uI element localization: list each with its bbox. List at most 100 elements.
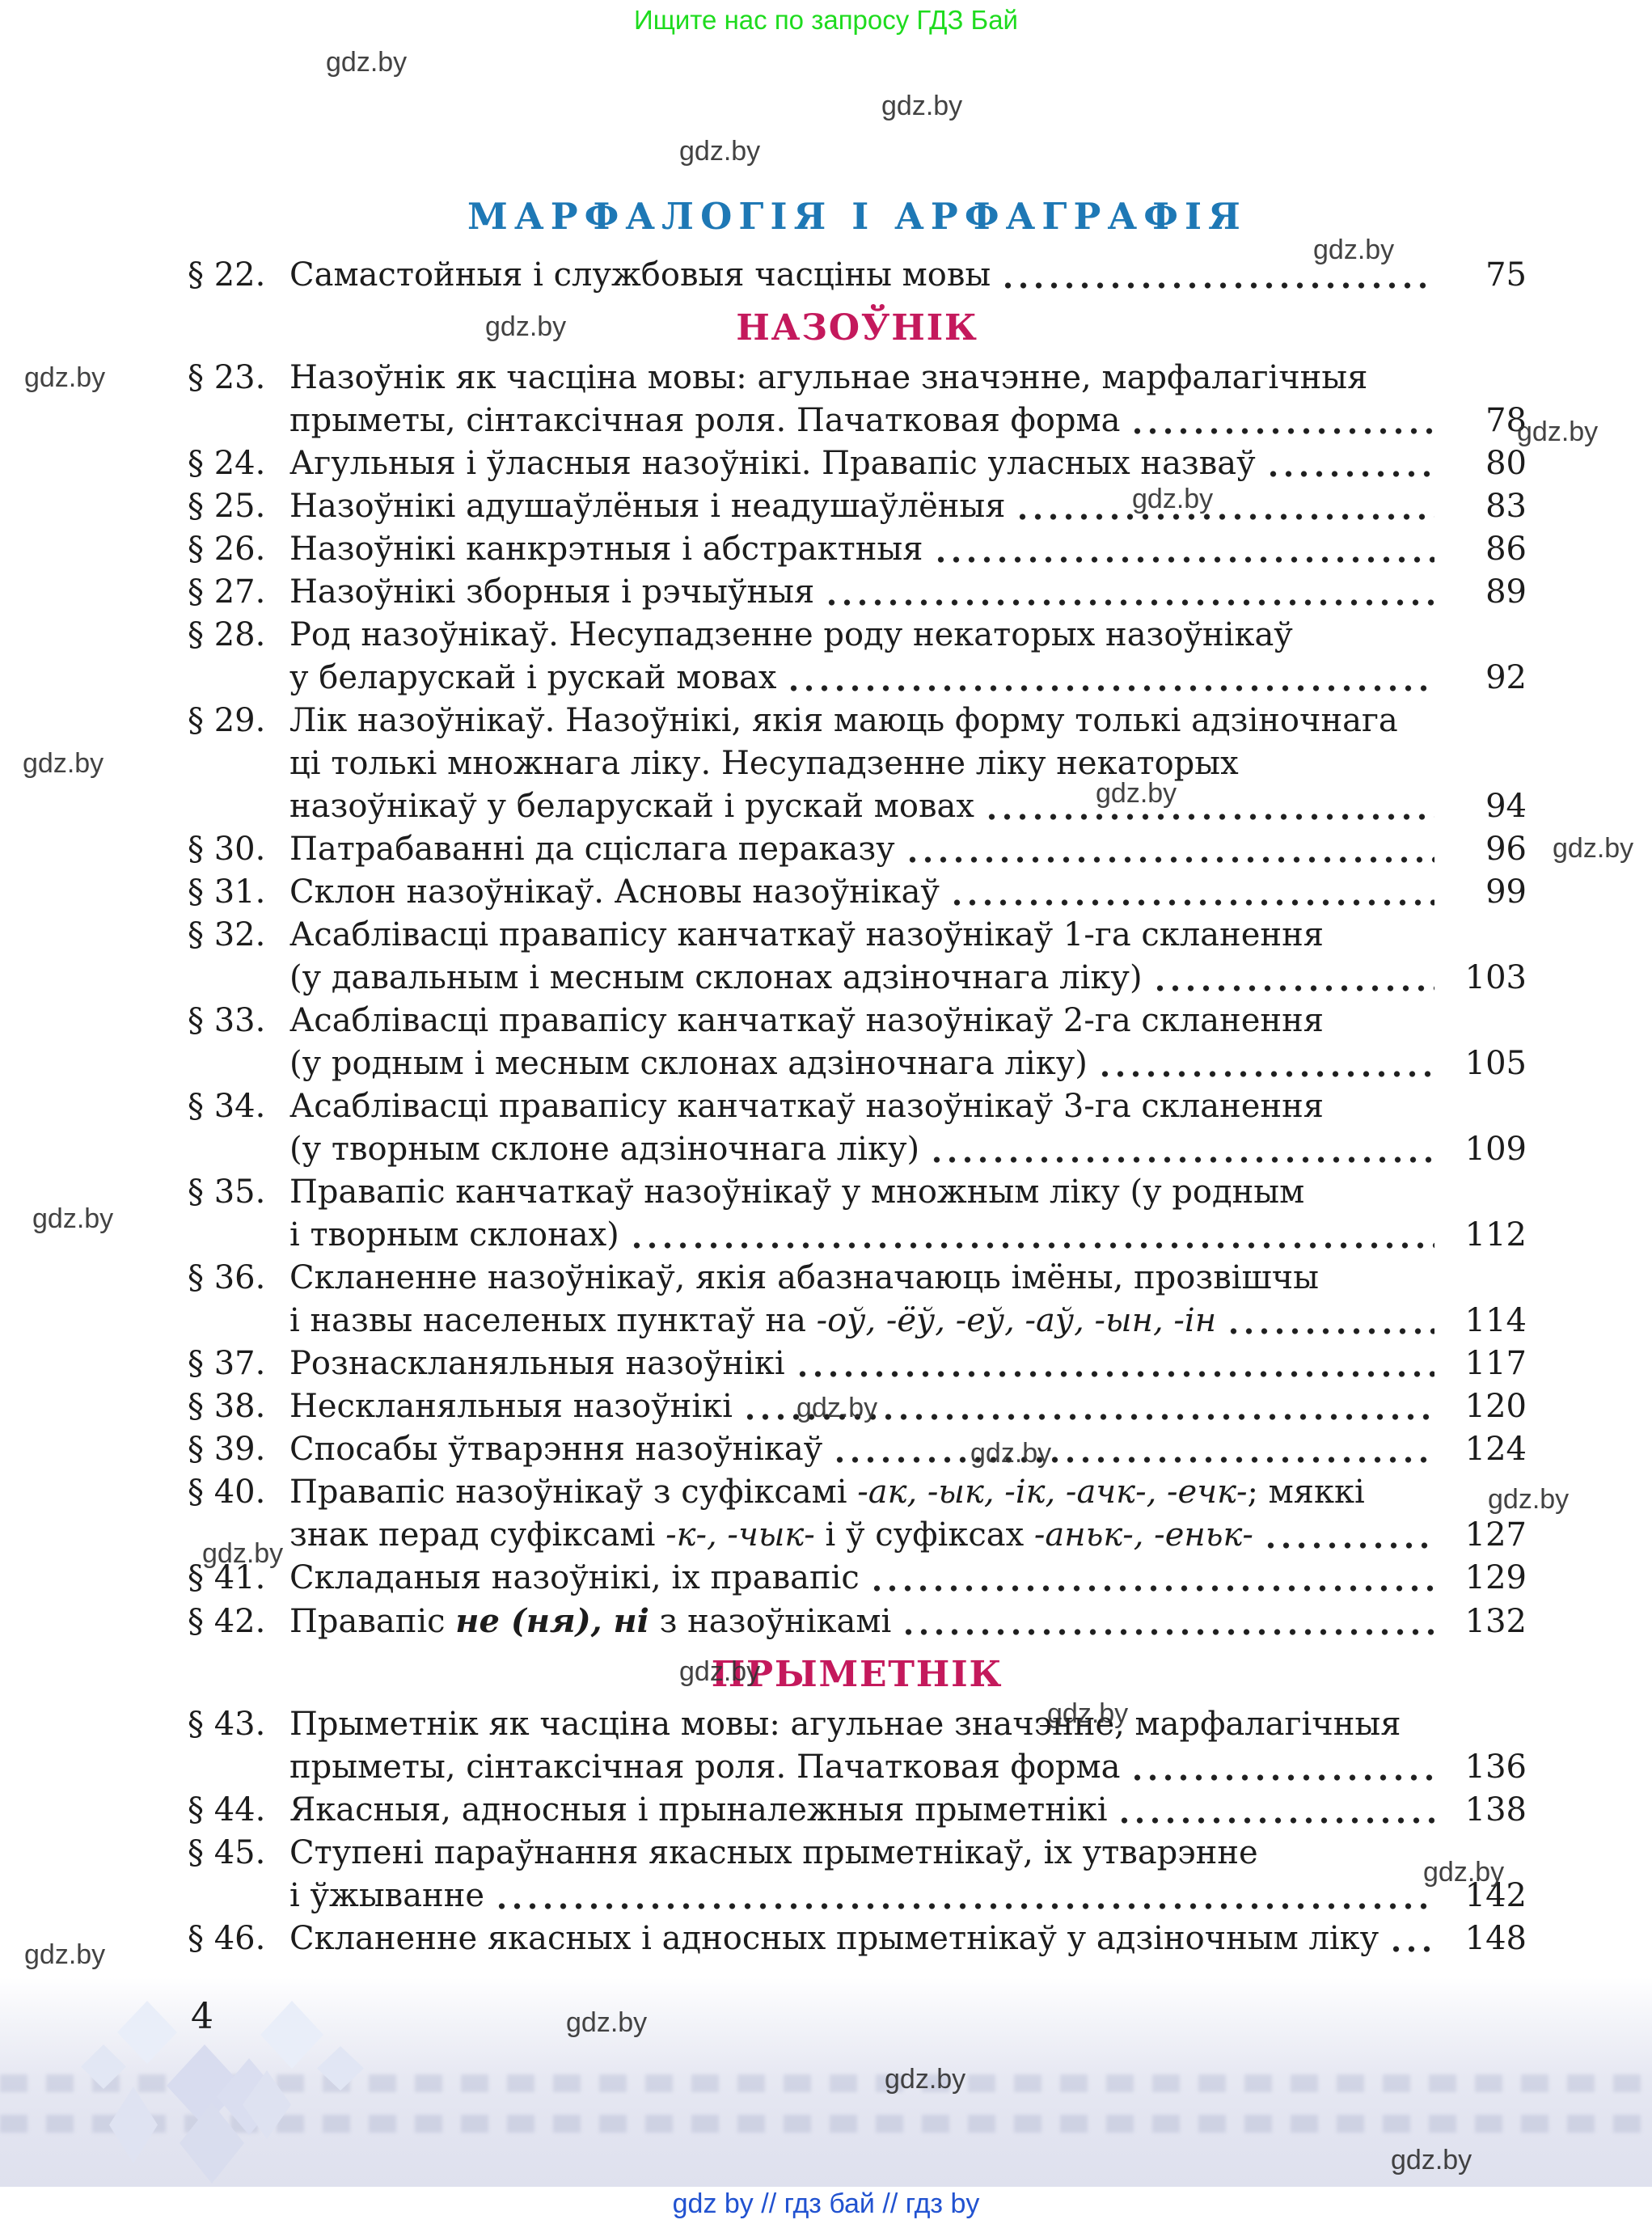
toc-entry-label: § 46. — [188, 1920, 266, 1957]
toc-entry-page: 142 — [1464, 1877, 1527, 1914]
toc-text-segment: Назоўнікі зборныя і рэчыўныя — [289, 573, 815, 611]
toc-entry-text: Склон назоўнікаў. Асновы назоўнікаў — [289, 871, 940, 914]
toc-entry-text: Асаблівасці правапісу канчаткаў назоўнік… — [289, 914, 1324, 957]
toc-text-segment: -ак, -ык, -ік, -ачк-, -ечк- — [857, 1474, 1248, 1511]
toc-entry-text: Рознаскланяльныя назоўнікі — [289, 1342, 785, 1385]
toc-text-segment: Прыметнік як часціна мовы: агульнае знач… — [289, 1706, 1401, 1743]
toc-entry-page: 132 — [1464, 1603, 1527, 1640]
dot-leader — [901, 1628, 1434, 1636]
toc-entry-text: Назоўнік як часціна мовы: агульнае значэ… — [289, 357, 1367, 400]
toc-entry-text: Скланенне назоўнікаў, якія абазначаюць і… — [289, 1257, 1319, 1300]
toc-entry-label: § 33. — [188, 1002, 266, 1039]
dot-leader — [832, 1456, 1434, 1464]
toc-entry-line: § 39. Спосабы ўтварэння назоўнікаў 124 — [188, 1428, 1527, 1471]
toc-text-segment: -к-, -чык- — [665, 1516, 815, 1554]
toc-text-segment: прыметы, сінтаксічная роля. Пачатковая ф… — [289, 402, 1121, 439]
diamond-decoration — [260, 2001, 323, 2069]
dot-leader — [1262, 1541, 1434, 1550]
watermark: gdz.by — [796, 1393, 878, 1423]
footer-links[interactable]: gdz by // гдз бай // гдз by — [672, 2188, 980, 2219]
toc-text-segment: і ўжыванне — [289, 1877, 485, 1914]
watermark: gdz.by — [679, 136, 761, 167]
toc-text-segment: і творным склонах) — [289, 1216, 619, 1254]
toc-text-segment: ; мяккі — [1247, 1474, 1365, 1511]
watermark: gdz.by — [1517, 416, 1599, 447]
toc-entry-page: 86 — [1485, 531, 1527, 568]
toc-text-segment: Самастойныя і службовыя часціны мовы — [289, 256, 991, 294]
toc-entry-line: і ўжыванне 142 — [188, 1875, 1527, 1917]
watermark: gdz.by — [881, 91, 963, 121]
watermark: gdz.by — [1096, 778, 1177, 809]
toc-entry-line: § 45. Ступені параўнання якасных прыметні… — [188, 1832, 1527, 1875]
toc-entry-page: 124 — [1464, 1431, 1527, 1468]
toc-entry-text: Назоўнікі адушаўлёныя і неадушаўлёныя — [289, 485, 1005, 528]
toc-entry-line: § 34. Асаблівасці правапісу канчаткаў наз… — [188, 1085, 1527, 1128]
toc-text-segment: Назоўнік як часціна мовы: агульнае значэ… — [289, 359, 1368, 396]
toc-entry-text: (у давальным і месным склонах адзіночнаг… — [289, 957, 1143, 1000]
toc-text-segment: Спосабы ўтварэння назоўнікаў — [289, 1431, 823, 1468]
toc-entry-text: Нескланяльныя назоўнікі — [289, 1385, 733, 1428]
part-heading: МАРФАЛОГІЯ І АРФАГРАФІЯ — [467, 195, 1247, 238]
toc-entry-line: § 33. Асаблівасці правапісу канчаткаў наз… — [188, 1000, 1527, 1042]
toc-entry-text: Назоўнікі зборныя і рэчыўныя — [289, 571, 814, 614]
toc-entry-label: § 29. — [188, 702, 266, 739]
toc-entry-label: § 38. — [188, 1388, 266, 1425]
toc-entry-text: Лік назоўнікаў. Назоўнікі, якія маюць фо… — [289, 700, 1398, 742]
toc-entry-text: (у творным склоне адзіночнага ліку) — [289, 1128, 919, 1171]
toc-entry-label: § 37. — [188, 1345, 266, 1382]
toc-text-segment: Лік назоўнікаў. Назоўнікі, якія маюць фо… — [289, 702, 1398, 739]
toc-text-segment: з назоўнікамі — [649, 1603, 892, 1640]
toc-text-segment: (у давальным і месным склонах адзіночнаг… — [289, 959, 1143, 996]
toc-entry-text: ці толькі множнага ліку. Несупадзенне лі… — [289, 742, 1239, 785]
dot-leader — [1388, 1945, 1434, 1953]
diamond-decoration — [109, 2087, 158, 2163]
watermark: gdz.by — [202, 1538, 284, 1569]
dot-leader — [1130, 427, 1434, 435]
toc-entry-line: і назвы населеных пунктаў на -оў, -ёў, -… — [188, 1300, 1527, 1342]
toc-text-segment: Рознаскланяльныя назоўнікі — [289, 1345, 785, 1382]
toc-entry-text: Правапіс назоўнікаў з суфіксамі -ак, -ык… — [289, 1471, 1365, 1514]
toc-text-segment: Асаблівасці правапісу канчаткаў назоўнік… — [289, 916, 1324, 953]
toc-entry-text: Спосабы ўтварэння назоўнікаў — [289, 1428, 822, 1471]
toc-entry-text: Назоўнікі канкрэтныя і абстрактныя — [289, 528, 923, 571]
toc-text-segment: Склон назоўнікаў. Асновы назоўнікаў — [289, 873, 940, 911]
toc-text-segment: Якасныя, адносныя і прыналежныя прыметні… — [289, 1791, 1108, 1829]
dot-leader — [949, 898, 1434, 907]
dot-leader — [1000, 281, 1434, 290]
watermark: gdz.by — [23, 748, 104, 779]
toc-entry-line: § 28. Род назоўнікаў. Несупадзенне роду н… — [188, 614, 1527, 657]
dot-leader — [824, 598, 1434, 607]
footer-decoration-band — [0, 1977, 1652, 2187]
dot-leader — [1226, 1327, 1434, 1335]
watermark: gdz.by — [970, 1438, 1052, 1469]
watermark: gdz.by — [24, 362, 106, 393]
toc-text-segment: і назвы населеных пунктаў на — [289, 1302, 817, 1339]
toc-entry-page: 83 — [1485, 488, 1527, 525]
toc-entry-text: Род назоўнікаў. Несупадзенне роду некато… — [289, 614, 1293, 657]
toc-entry-line: і творным склонах) 112 — [188, 1214, 1527, 1257]
toc-entry-line: прыметы, сінтаксічная роля. Пачатковая ф… — [188, 400, 1527, 442]
toc-entry-line: ці толькі множнага ліку. Несупадзенне лі… — [188, 742, 1527, 785]
toc-text-segment: Складаныя назоўнікі, іх правапіс — [289, 1559, 860, 1596]
toc-entry-text: назоўнікаў у беларускай і рускай мовах — [289, 785, 974, 828]
toc-entry-label: § 30. — [188, 831, 266, 868]
toc-entry-page: 129 — [1464, 1559, 1527, 1596]
dot-leader — [868, 1584, 1434, 1592]
toc-entry-page: 127 — [1464, 1516, 1527, 1554]
watermark: gdz.by — [885, 2064, 966, 2095]
toc-entry-line: § 27. Назоўнікі зборныя і рэчыўныя 89 — [188, 571, 1527, 614]
watermark: gdz.by — [1047, 1698, 1129, 1729]
toc-entry-text: Агульныя і ўласныя назоўнікі. Правапіс у… — [289, 442, 1256, 485]
toc-entry-label: § 31. — [188, 873, 266, 911]
watermark: gdz.by — [1391, 2145, 1472, 2175]
watermark: gdz.by — [485, 311, 567, 342]
dot-leader — [932, 556, 1434, 564]
watermark: gdz.by — [1488, 1484, 1570, 1515]
toc-text-segment: Нескланяльныя назоўнікі — [289, 1388, 733, 1425]
toc-entry-text: Патрабаванні да сціслага пераказу — [289, 828, 895, 871]
toc-entry-line: § 42. Правапіс не (ня), ні з назоўнікамі 1… — [188, 1600, 1527, 1643]
toc-entry-line: § 26. Назоўнікі канкрэтныя і абстрактныя 8… — [188, 528, 1527, 571]
toc-entry-label: § 32. — [188, 916, 266, 953]
toc-entry-line: знак перад суфіксамі -к-, -чык- і ў суфі… — [188, 1514, 1527, 1557]
